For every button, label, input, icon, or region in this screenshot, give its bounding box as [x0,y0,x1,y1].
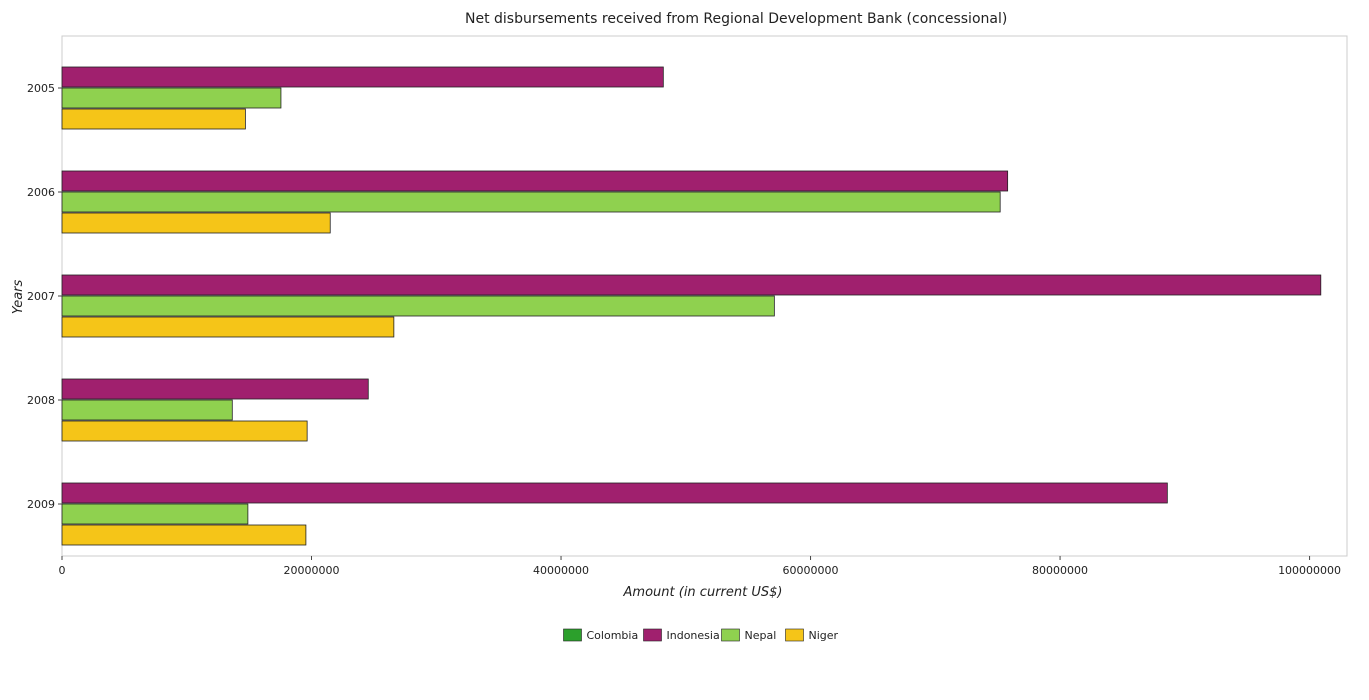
x-tick-label-4: 80000000 [1032,564,1088,577]
y-tick-label-2008: 2008 [27,394,55,407]
y-tick-label-2005: 2005 [27,82,55,95]
x-tick-label-0: 0 [59,564,66,577]
legend-swatch-colombia [563,628,582,642]
legend-swatch-niger [785,628,804,642]
bar-indonesia-2005 [61,66,664,88]
legend: Colombia Indonesia Nepal Niger [563,628,839,642]
bar-nepal-2008 [61,399,233,421]
x-tick-label-5: 100000000 [1278,564,1341,577]
y-axis: 2005 2006 2007 2008 2009 [27,82,62,511]
x-axis: 0 20000000 40000000 60000000 80000000 1000000… [59,556,1341,577]
y-tick-label-2009: 2009 [27,498,55,511]
bar-nepal-2007 [61,295,775,317]
x-tick-label-2: 40000000 [533,564,589,577]
y-tick-label-2006: 2006 [27,186,55,199]
bar-nepal-2009 [61,503,249,525]
bar-indonesia-2007 [61,274,1322,296]
legend-swatch-nepal [721,628,740,642]
bar-niger-2005 [61,108,246,130]
bar-indonesia-2006 [61,170,1009,192]
bar-nepal-2006 [61,191,1001,213]
plot-area [61,35,1348,557]
x-tick-label-3: 60000000 [783,564,839,577]
chart-title: Net disbursements received from Regional… [465,11,1007,27]
bar-nepal-2005 [61,87,282,109]
bar-niger-2008 [61,420,308,442]
x-tick-label-1: 20000000 [284,564,340,577]
bar-indonesia-2009 [61,482,1168,504]
legend-label-niger: Niger [809,629,839,642]
bar-niger-2007 [61,316,395,338]
bar-niger-2009 [61,524,307,546]
legend-label-nepal: Nepal [745,629,777,642]
legend-swatch-indonesia [643,628,662,642]
legend-label-indonesia: Indonesia [667,629,720,642]
y-axis-label: Years [11,279,26,314]
legend-label-colombia: Colombia [587,629,639,642]
bar-indonesia-2008 [61,378,369,400]
bar-niger-2006 [61,212,331,234]
y-tick-label-2007: 2007 [27,290,55,303]
x-axis-label: Amount (in current US$) [623,585,783,600]
